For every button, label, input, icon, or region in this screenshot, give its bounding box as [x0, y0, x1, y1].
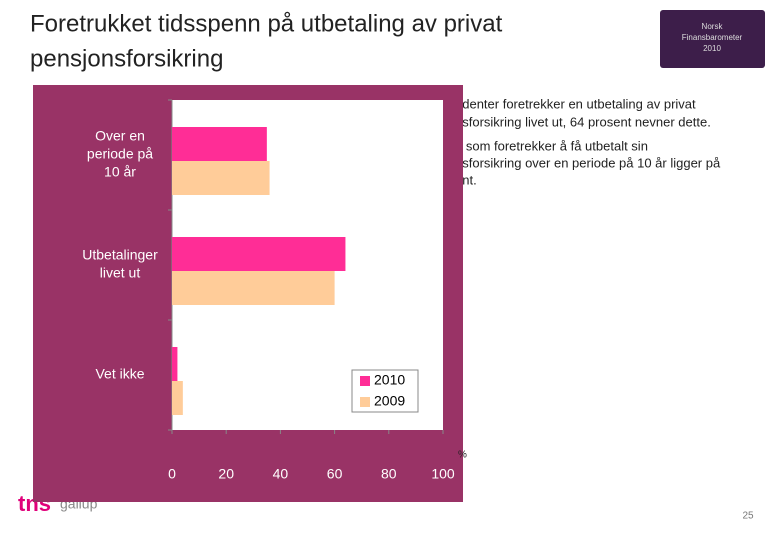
- category-label: periode på: [87, 146, 153, 162]
- legend-label: 2010: [374, 372, 405, 388]
- body-text: odenter foretrekker en utbetaling av pri…: [455, 96, 696, 111]
- category-label: Vet ikke: [95, 366, 144, 382]
- x-axis-label: %: [458, 450, 467, 461]
- legend-swatch: [360, 376, 370, 386]
- title: Foretrukket tidsspenn på utbetaling av p…: [30, 10, 503, 37]
- badge-text: Finansbarometer: [682, 33, 743, 42]
- category-label: Utbetalinger: [82, 247, 158, 263]
- bar: [172, 271, 335, 305]
- x-tick-label: 20: [218, 466, 234, 482]
- x-tick-label: 60: [327, 466, 343, 482]
- bar: [172, 237, 346, 271]
- badge-text: Norsk: [702, 22, 724, 31]
- legend-swatch: [360, 397, 370, 407]
- x-tick-label: 80: [381, 466, 397, 482]
- category-label: livet ut: [100, 265, 141, 281]
- value-label: 36: [277, 169, 293, 185]
- body-text: n som foretrekker å få utbetalt sin: [455, 138, 648, 153]
- x-tick-label: 0: [168, 466, 176, 482]
- badge: [660, 10, 765, 68]
- value-label: 60: [342, 279, 358, 295]
- x-tick-label: 100: [431, 466, 455, 482]
- body-text: nsforsikring livet ut, 64 prosent nevner…: [455, 114, 711, 129]
- bar: [172, 161, 270, 195]
- category-label: Over en: [95, 128, 145, 144]
- badge-text: 2010: [703, 44, 721, 53]
- bar: [172, 347, 178, 381]
- value-label: 35: [274, 135, 290, 151]
- value-label: 2: [184, 355, 192, 371]
- body-text: nsforsikring over en periode på 10 år li…: [455, 155, 721, 170]
- bar: [172, 381, 183, 415]
- title: pensjonsforsikring: [30, 45, 223, 72]
- chart: 0 20 40 60 80 100% Over en periode på 10 år 35 36 U…: [33, 85, 467, 502]
- page-number: 25: [742, 511, 754, 522]
- category-label: 10 år: [104, 164, 136, 180]
- legend-label: 2009: [374, 393, 405, 409]
- x-tick-label: 40: [273, 466, 289, 482]
- value-label: 4: [190, 389, 198, 405]
- value-label: 64: [352, 245, 368, 261]
- bar: [172, 127, 267, 161]
